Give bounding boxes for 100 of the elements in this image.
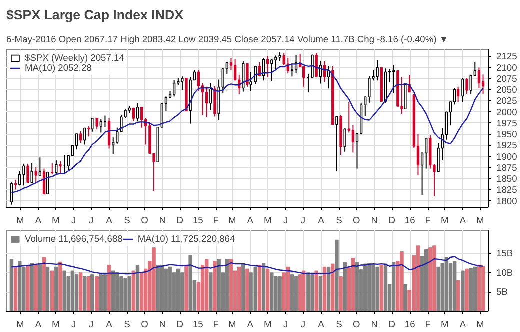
bar (184, 264, 188, 312)
bar (103, 274, 108, 312)
bar (160, 264, 164, 312)
bar (18, 261, 22, 312)
candlestick (88, 126, 90, 138)
x-tick-label: A (318, 216, 326, 226)
x-tick-label: M (264, 320, 272, 330)
x-tick-label: A (35, 320, 42, 330)
y-tick-label: 1950 (496, 130, 518, 140)
x-tick-label: 15 (192, 216, 204, 226)
candlestick (84, 128, 86, 146)
x-tick-label: F (425, 320, 432, 330)
x-tick-label: N (159, 216, 166, 226)
bar (62, 270, 66, 312)
candlestick (34, 166, 38, 184)
bar (225, 259, 230, 312)
bar (286, 266, 290, 312)
bar (380, 264, 384, 312)
candlestick (462, 78, 464, 103)
bar (54, 266, 58, 312)
x-tick-label: J (88, 216, 94, 226)
bar (416, 246, 420, 312)
candlestick (344, 128, 346, 152)
candlestick (132, 108, 136, 122)
y-tick-label: 1925 (496, 140, 518, 151)
bar (473, 266, 478, 312)
bar (152, 248, 156, 312)
bar (99, 274, 104, 312)
x-tick-label: A (106, 216, 114, 226)
x-tick-label: A (247, 216, 254, 226)
x-tick-label: A (106, 320, 114, 330)
candlestick (206, 86, 208, 118)
x-tick-label: M (228, 320, 236, 330)
x-tick-label: A (247, 320, 254, 330)
bar (78, 272, 83, 312)
bar (34, 264, 38, 312)
candlestick (368, 76, 371, 104)
chart-subtitle: 6-May-2016 Open 2067.17 High 2083.42 Low 2039.45 Close 2057.14 Volume 11.7B Chg -8.16 (-0.40%) ▼ (6, 34, 449, 44)
bar (444, 257, 449, 312)
x-tick-label: J (300, 216, 306, 226)
bar (10, 259, 14, 312)
candlestick (38, 157, 42, 176)
bar (278, 276, 282, 312)
candlestick (10, 182, 14, 206)
candlestick (352, 124, 355, 154)
y-tick-label: 1975 (496, 118, 518, 128)
x-tick-label: D (176, 216, 184, 226)
bar (74, 274, 79, 312)
bar (274, 276, 278, 312)
bar (270, 272, 274, 312)
bar (116, 272, 120, 312)
bar (294, 276, 298, 312)
bar (168, 266, 172, 312)
bar (14, 266, 18, 312)
candlestick (466, 78, 468, 95)
bar (465, 268, 469, 312)
candlestick (482, 74, 485, 95)
bar (461, 270, 465, 312)
x-tick-label: M (52, 216, 60, 226)
bar (26, 264, 30, 312)
bar (229, 259, 234, 312)
candlestick (470, 74, 472, 95)
candlestick (108, 118, 111, 150)
bar (432, 246, 436, 312)
candlestick (376, 60, 379, 82)
bar (262, 263, 266, 312)
candlestick (80, 130, 82, 144)
bar (237, 266, 242, 312)
x-tick-label: O (141, 216, 148, 226)
candlestick (42, 168, 46, 196)
bar (50, 270, 54, 312)
x-tick-label: N (159, 320, 166, 330)
bar (246, 268, 250, 312)
y-tick-label: 2050 (496, 85, 518, 96)
candlestick (181, 76, 184, 90)
bar (58, 262, 62, 312)
bar (310, 274, 314, 312)
candlestick (22, 163, 26, 186)
y-tick-label: 1875 (496, 162, 518, 173)
x-tick-label: M (52, 320, 60, 330)
candlestick (26, 163, 30, 184)
bar (180, 272, 184, 312)
bar (400, 251, 404, 312)
y-tick-label: 5B (496, 287, 508, 298)
bar (318, 276, 323, 312)
candlestick (336, 116, 338, 172)
bar (128, 276, 132, 312)
bar (428, 248, 432, 312)
x-tick-label: M (16, 320, 24, 330)
x-tick-label: O (141, 320, 148, 330)
bar (132, 270, 136, 312)
x-tick-label: F (213, 320, 220, 330)
x-tick-label: S (336, 320, 342, 330)
x-tick-label: D (176, 320, 184, 330)
bar (372, 264, 376, 312)
bar (124, 278, 128, 312)
candlestick (14, 179, 18, 190)
bar (424, 250, 428, 312)
bar (107, 264, 112, 312)
candlestick (456, 86, 460, 103)
